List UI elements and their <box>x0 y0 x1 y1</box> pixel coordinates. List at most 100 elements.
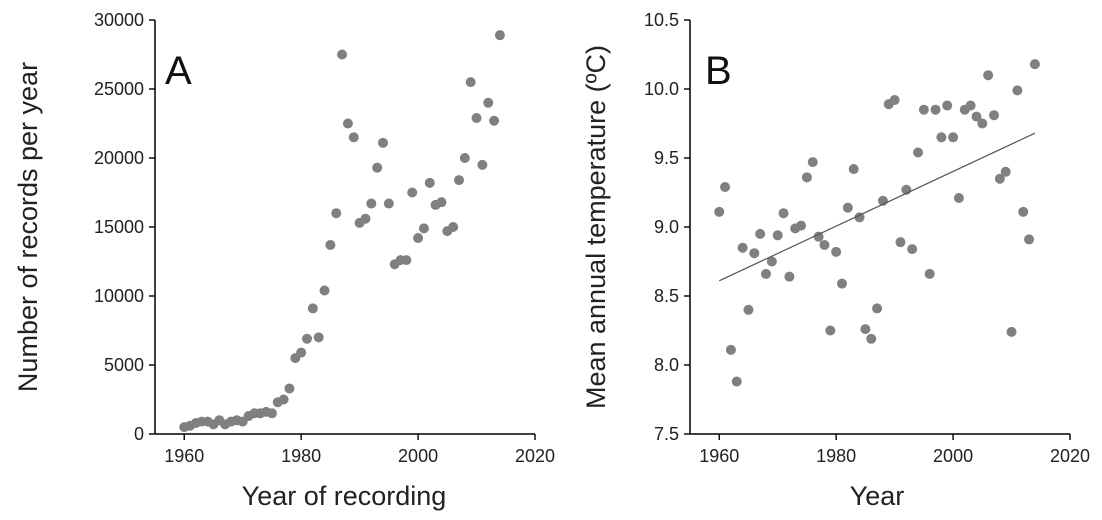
panel-b-y-tick-label: 9.0 <box>654 217 679 237</box>
panel-b-data-point <box>942 100 953 111</box>
panel-b-data-point <box>907 244 918 255</box>
panel-b-data-point <box>749 248 760 259</box>
panel-b-data-point <box>772 230 783 241</box>
panel-a-data-point <box>313 332 324 343</box>
panel-b-data-point <box>796 220 807 231</box>
panel-a-y-tick-label: 5000 <box>104 355 144 375</box>
panel-a-data-point <box>483 97 494 108</box>
panel-b-data-point <box>872 303 883 314</box>
panel-b-data-point <box>848 164 859 175</box>
panel-a-data-point <box>477 159 488 170</box>
panel-a-data-point <box>459 153 470 163</box>
panel-b-x-axis-title: Year <box>850 481 905 511</box>
panel-a-data-point <box>418 223 429 234</box>
panel-b-data-point <box>977 118 988 129</box>
panel-b-data-point <box>737 242 748 253</box>
panel-b-y-tick-label: 8.0 <box>654 355 679 375</box>
panel-b-data-point <box>983 70 994 81</box>
panel-b-data-point <box>936 132 947 143</box>
panel-a-data-point <box>401 255 412 266</box>
panel-a-y-tick-label: 10000 <box>94 286 144 306</box>
panel-b-data-point <box>1012 85 1023 96</box>
panel-b-data-point <box>842 202 853 213</box>
panel-b-data-point <box>761 268 771 279</box>
panel-b-y-axis-title: Mean annual temperature (ºC) <box>581 45 611 409</box>
panel-a-data-point <box>372 162 383 173</box>
panel-a-data-point <box>266 408 277 419</box>
panel-b-data-point <box>813 231 824 242</box>
panel-b-data-point <box>807 157 818 168</box>
panel-b-data-point <box>725 344 736 355</box>
panel-b-data-point <box>1000 166 1011 177</box>
panel-b-data-point <box>743 304 754 315</box>
panel-a-letter: A <box>165 49 192 93</box>
panel-b-data-point <box>1024 234 1035 245</box>
panel-b-data-point <box>866 333 877 344</box>
panel-b-data-point <box>889 95 900 106</box>
panel-b-y-tick-label: 9.5 <box>654 148 679 168</box>
panel-b-data-point <box>831 246 842 257</box>
panel-b-data-point <box>860 324 871 335</box>
panel-a-data-point <box>284 383 295 394</box>
panel-b-x-tick-label: 1980 <box>816 446 856 466</box>
panel-b-y-tick-label: 8.5 <box>654 286 679 306</box>
panel-a-y-tick-label: 25000 <box>94 79 144 99</box>
panel-b-data-point <box>778 208 789 219</box>
panel-a-data-point <box>366 198 377 209</box>
panel-b-data-point <box>913 147 923 158</box>
panel-b-data-point <box>766 256 777 267</box>
panel-b-y-tick-label: 10.0 <box>644 79 679 99</box>
panel-b-data-point <box>953 193 964 204</box>
panel-b-data-point <box>930 104 941 115</box>
panel-a-x-tick-label: 1960 <box>164 446 204 466</box>
panel-b-trend-line <box>718 132 1036 282</box>
panel-b-data-point <box>825 325 836 336</box>
panel-a-data-point <box>489 115 500 126</box>
panel-a-data-point <box>383 198 394 209</box>
panel-a-x-tick-label: 1980 <box>281 446 321 466</box>
panel-b-data-point <box>755 228 766 239</box>
panel-a-data-point <box>302 333 312 344</box>
panel-b-data-point <box>720 181 731 192</box>
panel-b-data-point <box>924 268 935 279</box>
panel-b-x-tick-label: 2020 <box>1050 446 1090 466</box>
panel-b-data-point <box>971 111 982 122</box>
panel-b-data-point <box>965 100 976 111</box>
panel-a-y-tick-label: 15000 <box>94 217 144 237</box>
panel-b-data-point <box>1018 206 1029 217</box>
panel-a-data-point <box>331 208 342 219</box>
panel-b-y-tick-label: 10.5 <box>644 10 679 30</box>
panel-a-data-point <box>307 303 318 314</box>
panel-a-data-point <box>407 187 418 198</box>
panel-b-data-point <box>784 271 795 282</box>
panel-b-data-point <box>989 110 999 121</box>
panel-a-data-point <box>337 49 348 60</box>
panel-b-chart: B 1960 1980 2000 2020 7.5 8.0 8.5 9.0 9.5 10.0 10.… <box>581 10 1090 511</box>
panel-a-x-tick-label: 2000 <box>398 446 438 466</box>
panel-a-data-point <box>436 197 447 208</box>
panel-a-x-tick-label: 2020 <box>515 446 555 466</box>
panel-b-letter: B <box>705 49 732 93</box>
panel-a-y-tick-label: 30000 <box>94 10 144 30</box>
panel-b-x-tick-label: 2000 <box>933 446 973 466</box>
panel-a-data-point <box>342 118 353 129</box>
panel-a-x-axis-title: Year of recording <box>242 481 447 511</box>
panel-a-y-tick-label: 20000 <box>94 148 144 168</box>
panel-a-data-point <box>348 132 359 143</box>
panel-b-data-point <box>714 206 725 217</box>
panel-a-data-point <box>319 285 330 296</box>
panel-b-data-point <box>918 104 929 115</box>
panel-b-data-point <box>854 212 865 223</box>
panel-b-y-tick-label: 7.5 <box>654 424 679 444</box>
panel-b-data-point <box>819 239 830 250</box>
panel-a-chart: A 1960 1980 2000 2020 0 5000 10000 15000 20000 25… <box>13 10 555 511</box>
panel-b-x-tick-label: 1960 <box>699 446 739 466</box>
panel-a-data-point <box>413 233 424 244</box>
panel-b-data-point <box>801 172 812 183</box>
panel-b-data-point <box>731 376 742 387</box>
panel-a-data-point <box>465 77 476 88</box>
panel-a-data-point <box>448 222 459 232</box>
panel-a-data-point <box>360 213 371 224</box>
panel-a-data-point <box>424 177 435 188</box>
